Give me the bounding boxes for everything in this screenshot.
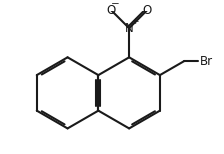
Text: Br: Br <box>200 55 213 68</box>
Text: N: N <box>125 22 134 35</box>
Text: +: + <box>131 17 139 26</box>
Text: −: − <box>111 0 120 9</box>
Text: O: O <box>143 4 152 17</box>
Text: O: O <box>106 4 116 17</box>
